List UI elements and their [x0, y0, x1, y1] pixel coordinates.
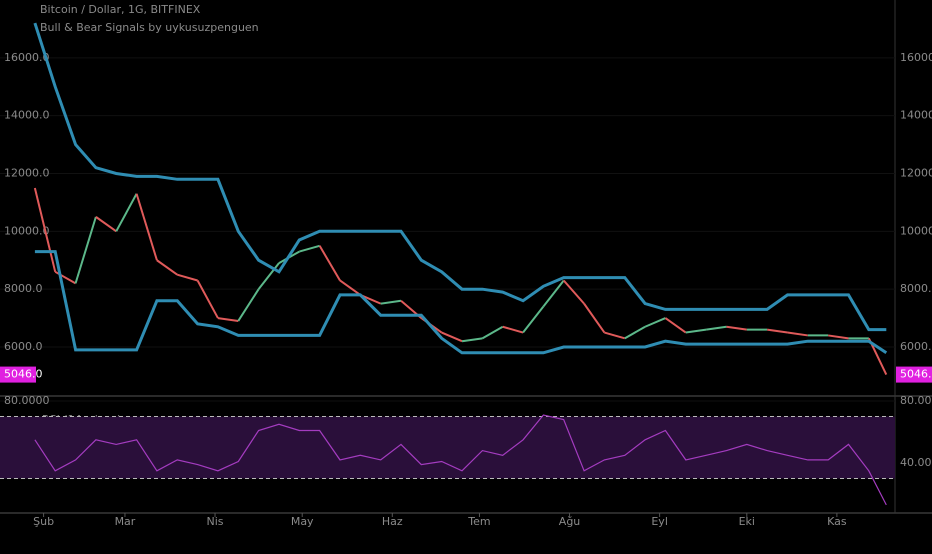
price-segment: [583, 303, 606, 334]
price-segment: [604, 331, 626, 340]
price-segment: [318, 245, 341, 281]
price-segment: [115, 193, 138, 232]
y-tick-label-left: 14000.0: [4, 109, 50, 122]
y-tick-label-left: 6000.0: [4, 340, 43, 353]
price-segment: [502, 325, 524, 334]
x-tick-label: Tem: [467, 515, 490, 528]
y-tick-label-right: 14000.0: [900, 109, 932, 122]
rsi-band-fill: [0, 416, 895, 479]
price-segment: [176, 273, 198, 282]
price-segment: [237, 288, 260, 322]
y-tick-label-right: 6000.0: [900, 340, 932, 353]
price-segment: [441, 331, 463, 343]
y-tick-label-left: 16000.0: [4, 51, 50, 64]
x-tick-label: Eki: [739, 515, 755, 528]
price-segment: [828, 334, 849, 340]
x-tick-label: Mar: [115, 515, 136, 528]
y-tick-label-right: 80.0000: [900, 394, 932, 407]
y-tick-label-right: 40.0000: [900, 456, 932, 469]
chart-title: Bitcoin / Dollar, 1G, BITFINEX: [40, 3, 201, 16]
price-segment: [562, 279, 585, 305]
series-line: [34, 414, 887, 506]
y-tick-label-right: 16000.0: [900, 51, 932, 64]
price-segment: [380, 299, 402, 305]
x-tick-label: Haz: [382, 515, 403, 528]
price-segment: [685, 328, 707, 334]
price-segment: [726, 325, 747, 331]
price-tag-label: 5046.0: [900, 368, 932, 381]
price-segment: [95, 216, 117, 233]
x-tick-label: Şub: [33, 515, 54, 528]
price-tag: [0, 366, 36, 383]
y-tick-label-right: 12000.0: [900, 166, 932, 179]
price-segment: [705, 325, 727, 331]
x-tick-label: Nis: [207, 515, 224, 528]
price-tag-label: 5046.0: [4, 368, 43, 381]
price-segment: [33, 187, 57, 273]
price-segment: [217, 317, 239, 322]
y-tick-label-left: 10000.0: [4, 224, 50, 237]
price-segment: [522, 305, 545, 334]
y-tick-label-left: 80.0000: [4, 394, 50, 407]
price-segment: [156, 259, 178, 276]
price-segment: [481, 325, 504, 340]
price-segment: [542, 279, 565, 308]
price-segment: [339, 279, 361, 296]
x-tick-label: Ağu: [559, 515, 580, 528]
series-line: [34, 250, 888, 355]
chart-subtitle: Bull & Bear Signals by uykusuzpenguen: [40, 21, 259, 34]
price-segment: [664, 317, 687, 334]
price-segment: [767, 328, 788, 334]
price-segment: [299, 244, 320, 253]
price-segment: [644, 317, 666, 328]
y-tick-label-right: 8000.0: [900, 282, 932, 295]
x-tick-label: Eyl: [651, 515, 668, 528]
y-tick-label-left: 12000.0: [4, 166, 50, 179]
price-segment: [196, 280, 219, 319]
price-segment: [74, 216, 97, 284]
price-segment: [257, 262, 280, 290]
price-tag: [896, 366, 932, 383]
price-segment: [461, 337, 483, 343]
price-segment: [135, 193, 158, 261]
x-tick-label: May: [291, 515, 314, 528]
series-line: [33, 22, 887, 332]
y-tick-label-right: 10000.0: [900, 224, 932, 237]
y-tick-label-left: 8000.0: [4, 282, 43, 295]
x-tick-label: Kas: [827, 515, 847, 528]
price-segment: [787, 331, 808, 337]
price-segment: [624, 325, 646, 340]
